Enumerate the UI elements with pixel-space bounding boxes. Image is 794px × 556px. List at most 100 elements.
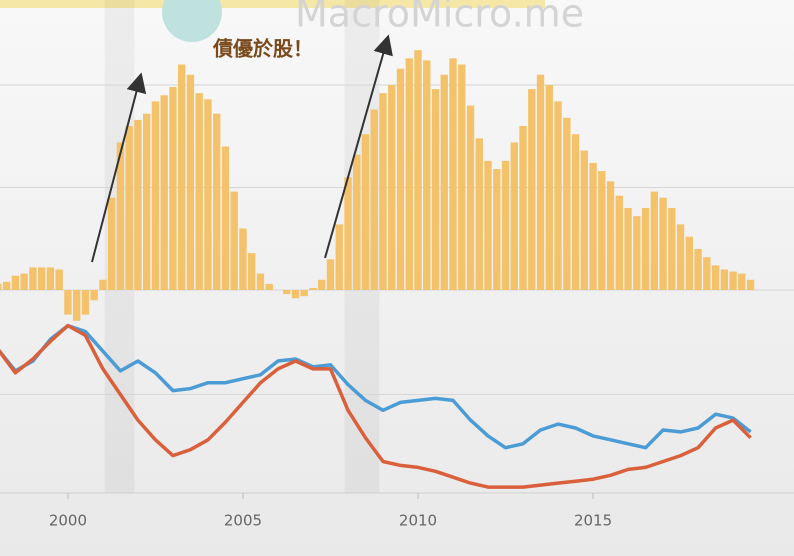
bar (676, 224, 685, 290)
bar (160, 95, 168, 290)
bar (475, 138, 483, 290)
bar (615, 195, 623, 290)
bar (186, 74, 195, 290)
bar (379, 93, 387, 290)
bar (143, 113, 151, 290)
bar (388, 85, 396, 290)
bar (554, 101, 562, 291)
line-series (0, 323, 752, 489)
x-tick-label: 2015 (574, 512, 612, 530)
watermark: MacroMicro.me (295, 0, 584, 36)
bar (633, 216, 641, 290)
bar (668, 208, 676, 290)
bar (694, 249, 702, 290)
bar (458, 64, 466, 290)
bar (20, 273, 28, 290)
bar (291, 290, 300, 299)
bar (370, 109, 378, 290)
bar (440, 74, 448, 290)
bar (414, 50, 422, 291)
bar (248, 253, 256, 290)
bar (589, 162, 597, 290)
bar (624, 208, 632, 290)
line-series (0, 323, 752, 450)
bar (169, 87, 177, 290)
bar (239, 228, 247, 290)
bar (344, 177, 352, 290)
bar (423, 60, 431, 291)
bar (29, 267, 37, 290)
bar (729, 271, 737, 290)
bar (151, 101, 160, 291)
bar (46, 267, 55, 290)
bar (519, 126, 527, 290)
bar (720, 269, 729, 290)
logo (162, 0, 222, 42)
bar (571, 134, 580, 290)
bar (64, 290, 72, 315)
x-tick-label: 2010 (399, 512, 437, 530)
bar (81, 290, 90, 315)
arrow (91, 72, 147, 263)
bar (536, 74, 545, 290)
x-tick-label: 2005 (224, 512, 262, 530)
bar (650, 191, 658, 290)
bar (528, 89, 536, 290)
bar (55, 269, 63, 290)
bar (178, 64, 186, 290)
bar (300, 290, 308, 297)
bar (353, 154, 361, 290)
bar (703, 257, 711, 290)
bar (466, 105, 475, 290)
bar (2, 281, 11, 290)
bar (580, 150, 588, 290)
bar (641, 208, 650, 290)
bar (431, 89, 440, 290)
bar (116, 142, 125, 290)
bar (204, 99, 212, 290)
bar (230, 191, 238, 290)
bar (221, 146, 230, 290)
bar (545, 85, 553, 290)
bar (256, 273, 265, 290)
bar (484, 160, 492, 290)
bar (738, 273, 746, 290)
bar (195, 93, 203, 290)
top-strip (0, 0, 545, 8)
bar (134, 119, 142, 290)
bar (11, 275, 20, 290)
bar (606, 181, 615, 290)
bar (563, 117, 571, 290)
bar (309, 287, 317, 290)
bar (659, 197, 667, 290)
bar (37, 267, 46, 290)
bar (99, 279, 107, 290)
bar (746, 279, 755, 290)
x-tick-label: 2000 (49, 512, 87, 530)
bar (361, 134, 370, 290)
bar (108, 197, 116, 290)
bar (510, 142, 518, 290)
marks-layer: 2000 2005 2010 2015 (0, 50, 755, 530)
bar (405, 58, 413, 290)
bar (0, 283, 2, 290)
annotation: 債優於股！ (212, 37, 313, 61)
bar (449, 58, 457, 290)
bar (493, 169, 501, 290)
bar (326, 259, 335, 290)
bar (711, 265, 720, 290)
bar (598, 171, 606, 290)
bar (72, 290, 81, 321)
bar (396, 68, 405, 290)
bar (213, 113, 221, 290)
bar (318, 279, 326, 290)
arrow (324, 34, 393, 259)
bar (283, 290, 291, 295)
bar (90, 290, 98, 301)
bar (335, 224, 343, 290)
bar (125, 126, 133, 290)
bar (685, 236, 693, 290)
bar (501, 160, 510, 290)
